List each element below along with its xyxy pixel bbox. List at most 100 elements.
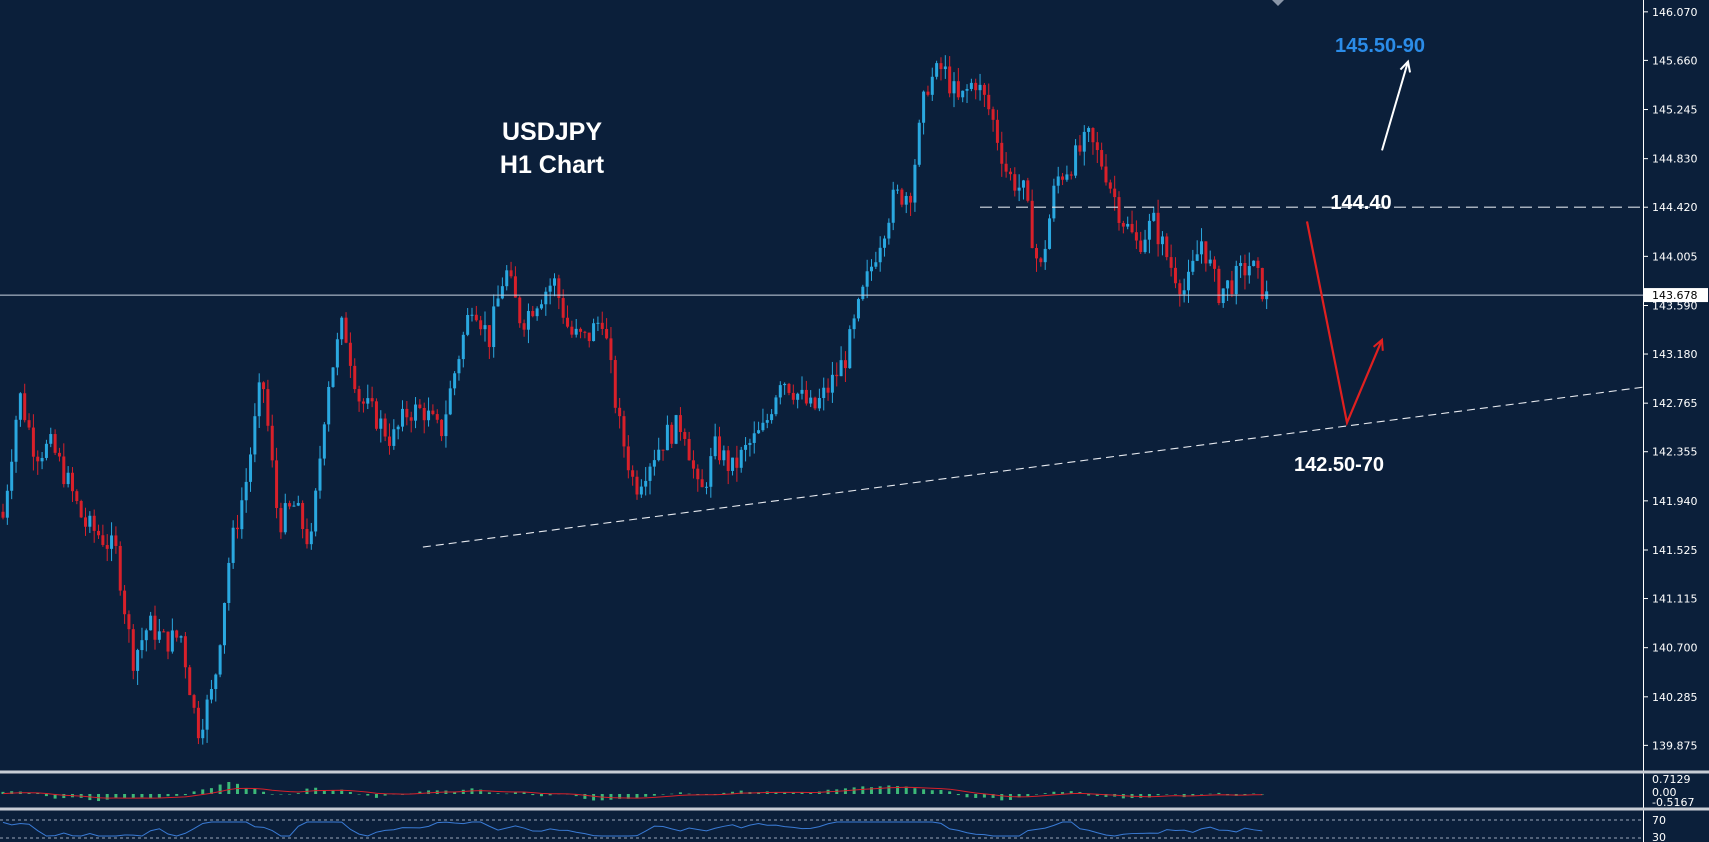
- candle-body: [974, 82, 978, 91]
- candle-body: [922, 91, 926, 123]
- macd-histogram-bar: [574, 794, 578, 797]
- candle-body: [648, 466, 652, 481]
- candle-body: [865, 271, 869, 287]
- candle-body: [830, 374, 834, 393]
- candle-body: [683, 432, 687, 439]
- candle-body: [600, 322, 604, 329]
- candle-body: [183, 636, 187, 668]
- y-tick-label: 143.590: [1652, 299, 1698, 312]
- candle-body: [131, 629, 135, 671]
- candle-body: [1195, 254, 1199, 261]
- macd-histogram-bar: [288, 794, 292, 795]
- candle-body: [778, 385, 782, 398]
- macd-histogram-bar: [1165, 794, 1169, 795]
- candle-body: [817, 398, 821, 409]
- candle-body: [661, 449, 665, 451]
- macd-histogram-bar: [505, 793, 509, 795]
- candle-body: [305, 528, 309, 545]
- candle-body: [592, 323, 596, 342]
- candle-body: [140, 640, 144, 651]
- candle-body: [1000, 142, 1004, 164]
- top-marker: [1272, 0, 1284, 6]
- macd-histogram-bar: [262, 791, 266, 794]
- candle-body: [1169, 257, 1173, 268]
- candle-body: [1204, 241, 1208, 264]
- candle-body: [162, 631, 166, 633]
- macd-histogram-bar: [227, 782, 231, 794]
- macd-histogram-bar: [1217, 792, 1221, 794]
- macd-histogram-bar: [1000, 794, 1004, 801]
- candle-body: [552, 278, 556, 286]
- macd-histogram-bar: [539, 794, 543, 797]
- candle-body: [835, 374, 839, 377]
- macd-histogram-bar: [44, 794, 48, 797]
- macd-histogram-bar: [930, 790, 934, 794]
- candle-body: [444, 414, 448, 437]
- candle-body: [991, 109, 995, 120]
- macd-histogram-bar: [1156, 794, 1160, 796]
- candle-body: [752, 433, 756, 443]
- candle-body: [1061, 176, 1065, 180]
- candle-body: [27, 420, 31, 428]
- candle-body: [1243, 263, 1247, 276]
- y-tick-label: 140.700: [1652, 642, 1698, 655]
- candle-body: [10, 461, 14, 491]
- candle-body: [1143, 239, 1147, 253]
- candle-body: [235, 527, 239, 530]
- y-tick-label: 146.070: [1652, 6, 1698, 19]
- candle-body: [266, 389, 270, 426]
- macd-tick-label: 0.00: [1652, 786, 1677, 799]
- candle-body: [409, 417, 413, 421]
- candle-body: [492, 306, 496, 348]
- candle-body: [935, 63, 939, 77]
- macd-histogram-bar: [157, 794, 161, 798]
- candle-body: [570, 326, 574, 335]
- candle-body: [79, 500, 83, 518]
- macd-histogram-bar: [149, 794, 153, 799]
- candle-body: [1021, 180, 1025, 188]
- candle-body: [579, 328, 583, 332]
- candle-body: [487, 325, 491, 348]
- candle-body: [796, 393, 800, 400]
- candle-body: [1178, 283, 1182, 295]
- candle-body: [869, 266, 873, 272]
- candle-body: [896, 189, 900, 191]
- candle-body: [1069, 174, 1073, 176]
- macd-histogram-bar: [982, 794, 986, 798]
- candle-body: [744, 444, 748, 450]
- candle-body: [1213, 259, 1217, 269]
- macd-histogram-bar: [105, 794, 109, 800]
- candle-body: [14, 419, 18, 462]
- macd-histogram-bar: [809, 792, 813, 794]
- candle-body: [288, 503, 292, 507]
- candle-body: [904, 195, 908, 205]
- macd-histogram-bar: [652, 794, 656, 796]
- candle-body: [49, 434, 53, 444]
- candle-body: [318, 458, 322, 491]
- candle-body: [136, 650, 140, 671]
- candle-body: [1100, 150, 1104, 167]
- macd-histogram-bar: [878, 786, 882, 794]
- candle-body: [344, 317, 348, 343]
- macd-histogram-bar: [1, 791, 5, 794]
- candle-body: [249, 454, 253, 482]
- candle-body: [548, 285, 552, 292]
- candle-body: [826, 387, 830, 393]
- candle-body: [1117, 197, 1121, 223]
- macd-histogram-bar: [357, 794, 361, 795]
- candle-body: [930, 76, 934, 95]
- macd-histogram-bar: [513, 792, 517, 794]
- candle-body: [370, 398, 374, 402]
- candle-body: [518, 297, 522, 324]
- macd-histogram-bar: [739, 790, 743, 794]
- candle-body: [1191, 260, 1195, 272]
- macd-histogram-bar: [383, 794, 387, 796]
- candle-body: [496, 298, 500, 307]
- bullish-arrow-head: [1399, 59, 1412, 73]
- candle-body: [327, 386, 331, 425]
- macd-histogram-bar: [244, 788, 248, 794]
- candle-body: [718, 436, 722, 461]
